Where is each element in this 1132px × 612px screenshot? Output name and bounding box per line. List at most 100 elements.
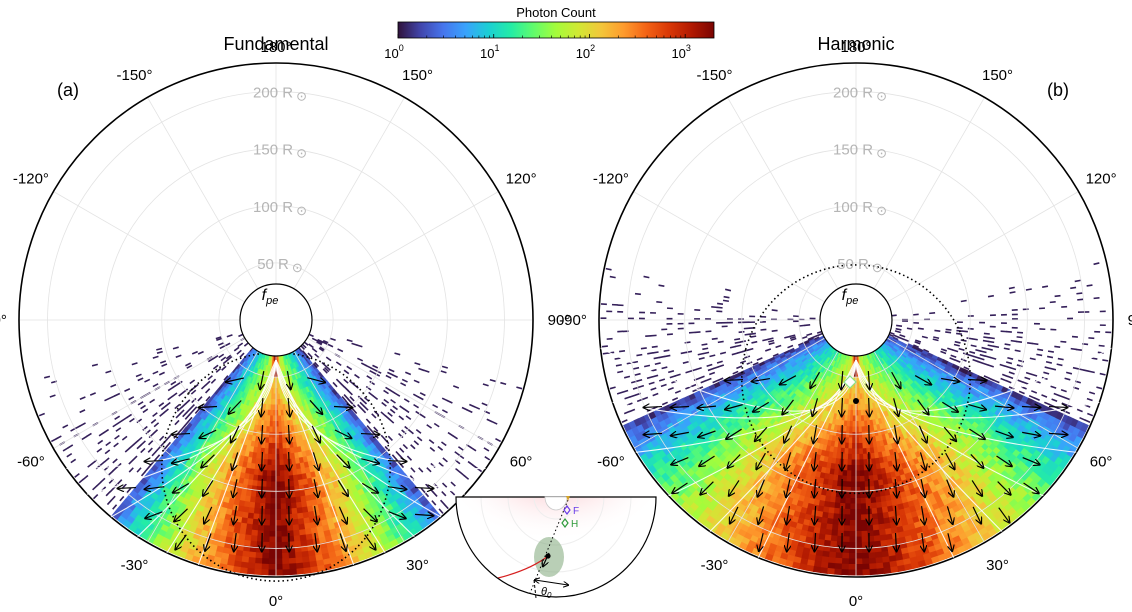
heatmap-cell (227, 559, 236, 567)
heatmap-cell (220, 557, 230, 566)
heatmap-cell (738, 370, 746, 377)
heatmap-cell (207, 424, 215, 432)
heatmap-cell (643, 364, 651, 368)
heatmap-cell (304, 361, 310, 369)
heatmap-cell (754, 366, 762, 373)
heatmap-cell (319, 384, 326, 391)
heatmap-cell (282, 569, 291, 576)
heatmap-cell (300, 539, 309, 547)
heatmap-cell (213, 414, 220, 422)
heatmap-cell (667, 370, 675, 374)
heatmap-cell (309, 384, 315, 391)
heatmap-cell (171, 392, 178, 398)
flow-arrow (229, 400, 242, 414)
heatmap-cell (318, 347, 325, 353)
heatmap-cell (167, 386, 174, 392)
heatmap-cell (295, 390, 301, 397)
flow-arrow (414, 514, 433, 515)
heatmap-cell (220, 506, 229, 515)
heatmap-cell (719, 351, 727, 355)
heatmap-cell (237, 538, 246, 546)
heatmap-cell (307, 366, 313, 373)
heatmap-cell (601, 345, 608, 348)
heatmap-cell (237, 414, 244, 422)
heatmap-cell (318, 536, 327, 544)
heatmap-cell (322, 557, 332, 566)
heatmap-cell (293, 535, 302, 542)
heatmap-cell (299, 388, 305, 396)
heatmap-cell (233, 346, 240, 352)
heatmap-cell (403, 477, 413, 486)
heatmap-cell (365, 418, 371, 424)
heatmap-cell (742, 388, 750, 396)
heatmap-cell (253, 474, 260, 482)
flow-arrow (388, 487, 406, 490)
heatmap-cell (617, 304, 624, 307)
heatmap-cell (747, 347, 754, 351)
heatmap-cell (295, 372, 301, 379)
heatmap-cell (298, 371, 304, 378)
heatmap-cell (264, 508, 272, 515)
heatmap-cell (91, 363, 99, 367)
heatmap-cell (794, 357, 801, 364)
heatmap-cell (238, 391, 245, 398)
heatmap-cell (297, 383, 303, 390)
heatmap-cell (224, 342, 231, 347)
heatmap-cell (228, 371, 235, 379)
heatmap-cell (275, 475, 281, 482)
heatmap-cell (652, 374, 659, 378)
polar-panel-fundamental: Fundamental (a) 180°150°120°90°60°30°0°-… (0, 34, 570, 610)
heatmap-cell (279, 448, 284, 455)
heatmap-cell (743, 368, 751, 375)
heatmap-cell (312, 382, 319, 389)
heatmap-cell (387, 371, 394, 376)
heatmap-cell (304, 489, 311, 497)
heatmap-cell (66, 452, 73, 458)
heatmap-cell (240, 379, 246, 386)
flow-arrow (312, 452, 318, 469)
flow-arrow (233, 479, 237, 497)
heatmap-cell (265, 492, 272, 499)
heatmap-cell (280, 492, 287, 499)
heatmap-cell (242, 368, 248, 375)
heatmap-cell (718, 364, 725, 368)
heatmap-cell (158, 442, 164, 449)
heatmap-cell (636, 353, 643, 357)
heatmap-cell (202, 407, 210, 415)
heatmap-cell (192, 420, 200, 428)
heatmap-cell (756, 379, 764, 387)
heatmap-cell (218, 512, 227, 520)
heatmap-cell (632, 360, 639, 364)
heatmap-cell (191, 555, 202, 564)
heatmap-cell (303, 398, 309, 406)
heatmap-cell (322, 368, 328, 374)
heatmap-cell (734, 341, 741, 344)
heatmap-cell (401, 429, 407, 435)
heatmap-cell (796, 351, 804, 357)
heatmap-cell (368, 391, 374, 397)
heatmap-cell (254, 563, 263, 570)
heatmap-cell (750, 335, 757, 338)
flow-arrow (226, 378, 244, 382)
heatmap-cell (343, 420, 351, 428)
heatmap-cell (152, 355, 159, 359)
heatmap-cell (834, 568, 843, 576)
heatmap-cell (441, 397, 448, 402)
heatmap-cell (275, 497, 282, 504)
heatmap-cell (752, 361, 759, 366)
heatmap-cell (403, 398, 410, 403)
heatmap-cell (214, 434, 221, 442)
flow-arrow (360, 434, 379, 435)
heatmap-cell (188, 410, 194, 416)
heatmap-cell (788, 359, 796, 365)
heatmap-cell (842, 552, 850, 559)
heatmap-cell (698, 375, 705, 380)
heatmap-cell (161, 363, 168, 367)
heatmap-cell (129, 417, 135, 423)
heatmap-cell (335, 361, 342, 367)
heatmap-cell (288, 557, 297, 565)
heatmap-cell (176, 406, 183, 412)
panel-title-harmonic: Harmonic (817, 34, 894, 54)
heatmap-cell (99, 460, 106, 466)
heatmap-cell (365, 364, 372, 369)
